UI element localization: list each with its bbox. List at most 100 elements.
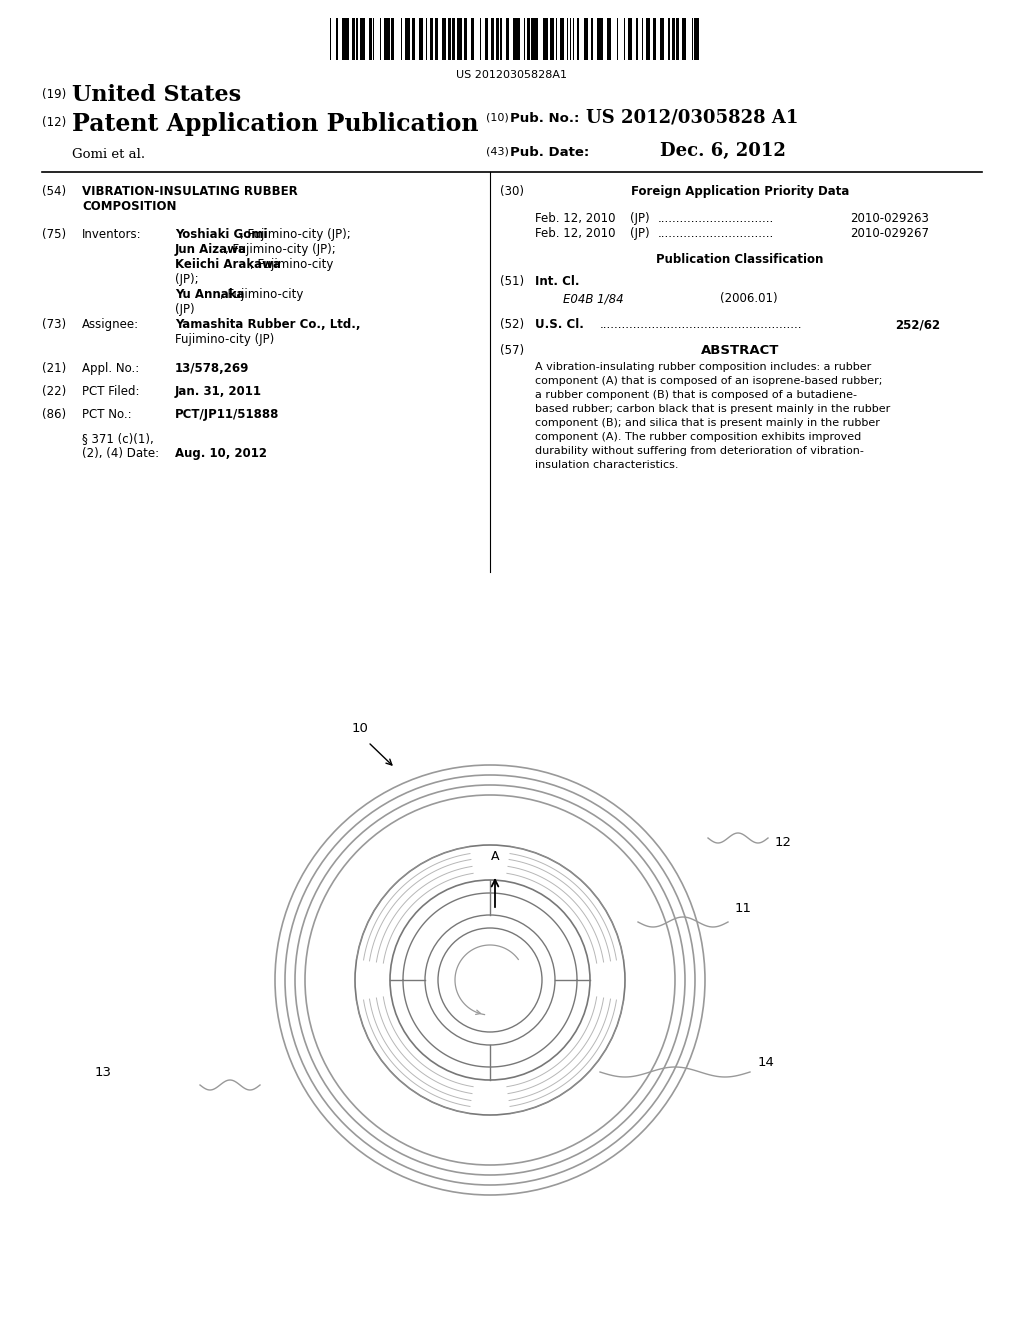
Bar (646, 18, 650, 59)
Text: (JP): (JP) (630, 213, 649, 224)
Text: (57): (57) (500, 345, 524, 356)
Text: 12: 12 (775, 836, 792, 849)
Text: US 2012/0305828 A1: US 2012/0305828 A1 (586, 108, 799, 125)
Bar (673, 18, 675, 59)
Text: (19): (19) (42, 88, 67, 102)
Text: (JP): (JP) (630, 227, 649, 240)
Text: E04B 1/84: E04B 1/84 (563, 292, 624, 305)
Text: A vibration-insulating rubber composition includes: a rubber: A vibration-insulating rubber compositio… (535, 362, 871, 372)
Text: durability without suffering from deterioration of vibration-: durability without suffering from deteri… (535, 446, 864, 455)
Bar (360, 18, 365, 59)
Text: (22): (22) (42, 385, 67, 399)
Bar (659, 18, 664, 59)
Text: (54): (54) (42, 185, 67, 198)
Bar (691, 18, 693, 59)
Bar (653, 18, 655, 59)
Text: § 371 (c)(1),: § 371 (c)(1), (82, 432, 154, 445)
Bar (497, 18, 499, 59)
Text: VIBRATION-INSULATING RUBBER: VIBRATION-INSULATING RUBBER (82, 185, 298, 198)
Bar (616, 18, 618, 59)
Text: COMPOSITION: COMPOSITION (82, 201, 176, 213)
Bar (636, 18, 638, 59)
Bar (577, 18, 580, 59)
Text: (75): (75) (42, 228, 67, 242)
Text: PCT Filed:: PCT Filed: (82, 385, 139, 399)
Text: 2010-029267: 2010-029267 (850, 227, 929, 240)
Text: Yamashita Rubber Co., Ltd.,: Yamashita Rubber Co., Ltd., (175, 318, 360, 331)
Bar (400, 18, 402, 59)
Text: , Fujimino-city (JP);: , Fujimino-city (JP); (240, 228, 351, 242)
Text: Aug. 10, 2012: Aug. 10, 2012 (175, 447, 267, 459)
Text: insulation characteristics.: insulation characteristics. (535, 459, 679, 470)
Bar (584, 18, 588, 59)
Text: ......................................................: ........................................… (600, 318, 803, 331)
Bar (572, 18, 573, 59)
Text: (12): (12) (42, 116, 67, 129)
Text: Pub. No.:: Pub. No.: (510, 112, 580, 125)
Text: 2010-029263: 2010-029263 (850, 213, 929, 224)
Text: Feb. 12, 2010: Feb. 12, 2010 (535, 213, 615, 224)
Text: Inventors:: Inventors: (82, 228, 141, 242)
Bar (380, 18, 381, 59)
Text: based rubber; carbon black that is present mainly in the rubber: based rubber; carbon black that is prese… (535, 404, 890, 414)
Bar (426, 18, 427, 59)
Text: Keiichi Arakawa: Keiichi Arakawa (175, 257, 281, 271)
Text: Dec. 6, 2012: Dec. 6, 2012 (660, 143, 785, 160)
Text: Fujimino-city (JP): Fujimino-city (JP) (175, 333, 274, 346)
Bar (336, 18, 338, 59)
Bar (560, 18, 564, 59)
Bar (530, 18, 538, 59)
Bar (556, 18, 557, 59)
Bar (642, 18, 643, 59)
Bar (526, 18, 529, 59)
Bar (452, 18, 455, 59)
Bar (430, 18, 432, 59)
Bar (342, 18, 349, 59)
Bar (412, 18, 415, 59)
Text: 252/62: 252/62 (895, 318, 940, 331)
Text: United States: United States (72, 84, 241, 106)
Bar (506, 18, 509, 59)
Bar (356, 18, 357, 59)
Bar (677, 18, 679, 59)
Bar (607, 18, 611, 59)
Text: 13/578,269: 13/578,269 (175, 362, 250, 375)
Bar (624, 18, 626, 59)
Bar (435, 18, 438, 59)
Bar (391, 18, 394, 59)
Text: Foreign Application Priority Data: Foreign Application Priority Data (631, 185, 849, 198)
Bar (442, 18, 446, 59)
Text: PCT/JP11/51888: PCT/JP11/51888 (175, 408, 280, 421)
Text: 10: 10 (351, 722, 369, 735)
Text: (51): (51) (500, 275, 524, 288)
Bar (628, 18, 632, 59)
Bar (569, 18, 571, 59)
Text: , Fujimino-city: , Fujimino-city (220, 288, 303, 301)
Text: (10): (10) (486, 112, 509, 121)
Bar (544, 18, 548, 59)
Text: Yu Annaka: Yu Annaka (175, 288, 245, 301)
Bar (404, 18, 411, 59)
Bar (419, 18, 423, 59)
Text: component (A) that is composed of an isoprene-based rubber;: component (A) that is composed of an iso… (535, 376, 883, 385)
Text: Jun Aizawa: Jun Aizawa (175, 243, 247, 256)
Bar (369, 18, 372, 59)
Text: , Fujimino-city: , Fujimino-city (250, 257, 334, 271)
Text: (2), (4) Date:: (2), (4) Date: (82, 447, 159, 459)
Text: 13: 13 (95, 1065, 112, 1078)
Bar (524, 18, 525, 59)
Bar (501, 18, 502, 59)
Text: component (B); and silica that is present mainly in the rubber: component (B); and silica that is presen… (535, 418, 880, 428)
Bar (513, 18, 520, 59)
Bar (490, 18, 494, 59)
Text: Jan. 31, 2011: Jan. 31, 2011 (175, 385, 262, 399)
Text: Publication Classification: Publication Classification (656, 253, 823, 267)
Bar (447, 18, 451, 59)
Text: a rubber component (B) that is composed of a butadiene-: a rubber component (B) that is composed … (535, 389, 857, 400)
Bar (597, 18, 603, 59)
Text: Int. Cl.: Int. Cl. (535, 275, 580, 288)
Text: ABSTRACT: ABSTRACT (700, 345, 779, 356)
Text: (21): (21) (42, 362, 67, 375)
Bar (352, 18, 355, 59)
Text: PCT No.:: PCT No.: (82, 408, 132, 421)
